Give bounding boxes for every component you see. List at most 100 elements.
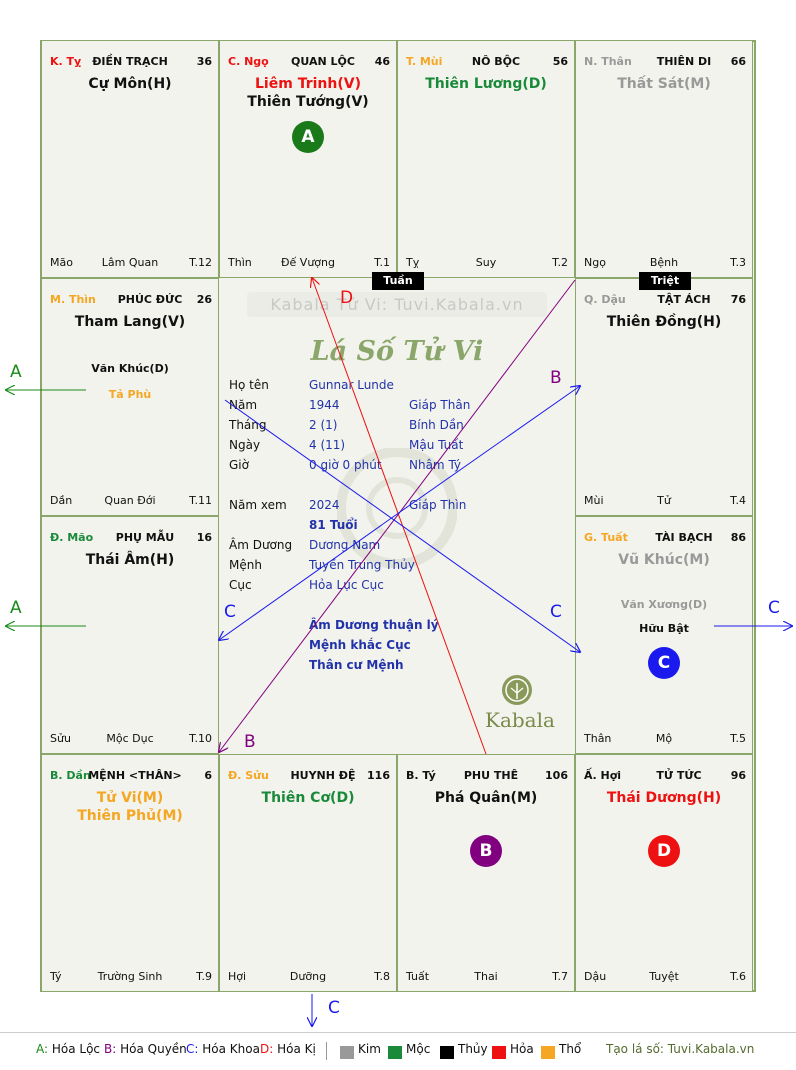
info-label: Giờ (229, 458, 249, 472)
tuan-tag: Tuần (372, 272, 424, 290)
legend-hoa-loc: A: Hóa Lộc (36, 1042, 100, 1056)
legend-hoa-ki: D: Hóa Kị (260, 1042, 316, 1056)
triet-tag: Triệt (639, 272, 691, 290)
chart-script-title: Lá Số Tử Vi (310, 336, 484, 367)
legend-key: A: (36, 1042, 49, 1056)
palace-branch: C. Ngọ (228, 55, 269, 68)
palace-no-boc[interactable]: T. Mùi NÔ BỘC 56 Thiên Lương(D) Tỵ Suy T… (397, 40, 575, 278)
palace-phu-mau[interactable]: Đ. Mão PHỤ MẪU 16 Thái Âm(H) Sửu Mộc Dục… (41, 516, 219, 754)
info-label: Ngày (229, 438, 261, 452)
legend-divider (0, 1032, 796, 1033)
hoa-quyen-label: B (244, 732, 256, 752)
legend-text: Hóa Lộc (51, 1042, 101, 1056)
palace-number: 66 (730, 55, 746, 68)
info-label: Mệnh (229, 558, 262, 572)
palace-month: T.12 (189, 256, 212, 269)
palace-number: 116 (367, 769, 390, 782)
info-canchi: Bính Dần (409, 418, 464, 432)
palace-quan-loc[interactable]: C. Ngọ QUAN LỘC 46 Liêm Trinh(V) Thiên T… (219, 40, 397, 278)
info-label: Tháng (229, 418, 267, 432)
hoa-khoa-label: C (768, 598, 780, 618)
palace-branch: M. Thìn (50, 293, 96, 306)
palace-earthly-branch: Mùi (584, 494, 604, 507)
palace-phuc-duc[interactable]: M. Thìn PHÚC ĐỨC 26 Tham Lang(V) Văn Khú… (41, 278, 219, 516)
site-watermark: Kabala Tử Vi: Tuvi.Kabala.vn (247, 292, 547, 317)
credit-link[interactable]: Tạo lá số: Tuvi.Kabala.vn (606, 1042, 755, 1056)
minor-star: Văn Xương(D) (620, 598, 708, 611)
palace-tat-ach[interactable]: Q. Dậu TẬT ÁCH 76 Thiên Đồng(H) Mùi Tử T… (575, 278, 753, 516)
hoa-quyen-label: B (550, 368, 562, 388)
palace-number: 16 (196, 531, 212, 544)
palace-name: TÀI BẠCH (655, 531, 713, 544)
info-row-month: Tháng 2 (1) Bính Dần (229, 418, 569, 438)
hoa-swatch-icon (492, 1046, 506, 1059)
palace-month: T.2 (552, 256, 568, 269)
legend-separator (326, 1042, 327, 1060)
palace-branch: G. Tuất (584, 531, 628, 544)
info-row-age: 81 Tuổi (229, 518, 569, 538)
info-row-year: Năm 1944 Giáp Thân (229, 398, 569, 418)
palace-month: T.10 (189, 732, 212, 745)
palace-dien-trach[interactable]: K. Tỵ ĐIỀN TRẠCH 36 Cự Môn(H) Mão Lâm Qu… (41, 40, 219, 278)
major-star: Thái Dương(H) (606, 790, 722, 806)
palace-earthly-branch: Tỵ (406, 256, 420, 269)
info-age: 81 Tuổi (309, 518, 358, 532)
info-label: Năm xem (229, 498, 287, 512)
palace-life-stage: Bệnh (649, 256, 679, 269)
info-value: Hỏa Lục Cục (309, 578, 384, 592)
major-star: Liêm Trinh(V) (255, 76, 361, 92)
palace-month: T.5 (730, 732, 746, 745)
palace-month: T.11 (189, 494, 212, 507)
palace-name: PHU THÊ (463, 769, 519, 782)
info-value: 2024 (309, 498, 340, 512)
info-value: Tuyền Trung Thủy (309, 558, 415, 572)
legend-key: B: (104, 1042, 117, 1056)
palace-phu-the[interactable]: B. Tý PHU THÊ 106 Phá Quân(M) B Tuất Tha… (397, 754, 575, 992)
legend-thuy: Thủy (458, 1042, 488, 1056)
palace-tu-tuc[interactable]: Ấ. Hợi TỬ TỨC 96 Thái Dương(H) D Dậu Tuy… (575, 754, 753, 992)
palace-number: 106 (545, 769, 568, 782)
legend-text: Hóa Kị (277, 1042, 316, 1056)
major-star: Vũ Khúc(M) (618, 552, 710, 568)
palace-month: T.6 (730, 970, 746, 983)
palace-life-stage: Tuyệt (649, 970, 679, 983)
palace-name: MỆNH <THÂN> (88, 769, 182, 782)
minor-star: Tả Phù (108, 388, 152, 401)
major-star: Thiên Tướng(V) (247, 94, 369, 110)
palace-life-stage: Tử (657, 494, 671, 507)
palace-earthly-branch: Dần (50, 494, 73, 507)
note-line: Mệnh khắc Cục (309, 638, 411, 652)
legend-kim: Kim (358, 1042, 381, 1056)
hoa-quyen-badge: B (470, 835, 502, 867)
palace-life-stage: Thai (474, 970, 498, 983)
palace-branch: B. Dần (50, 769, 91, 782)
palace-number: 76 (730, 293, 746, 306)
info-value: 0 giờ 0 phút (309, 458, 382, 472)
palace-life-stage: Mộ (655, 732, 673, 745)
legend-tho: Thổ (559, 1042, 582, 1056)
palace-tai-bach[interactable]: G. Tuất TÀI BẠCH 86 Vũ Khúc(M) Văn Xương… (575, 516, 753, 754)
palace-menh[interactable]: B. Dần MỆNH <THÂN> 6 Tử Vi(M) Thiên Phủ(… (41, 754, 219, 992)
palace-name: ĐIỀN TRẠCH (92, 55, 168, 68)
palace-huynh-de[interactable]: Đ. Sửu HUYNH ĐỆ 116 Thiên Cơ(D) Hợi Dưỡn… (219, 754, 397, 992)
info-label: Họ tên (229, 378, 269, 392)
palace-life-stage: Mộc Dục (106, 732, 154, 745)
major-star: Tham Lang(V) (74, 314, 186, 330)
palace-earthly-branch: Ngọ (584, 256, 606, 269)
palace-month: T.8 (374, 970, 390, 983)
info-row-view-year: Năm xem 2024 Giáp Thìn (229, 498, 569, 518)
hoa-khoa-badge: C (648, 647, 680, 679)
palace-month: T.4 (730, 494, 746, 507)
palace-earthly-branch: Sửu (50, 732, 71, 745)
major-star: Thái Âm(H) (85, 552, 175, 568)
legend-key: D: (260, 1042, 274, 1056)
palace-thien-di[interactable]: N. Thân THIÊN DI 66 Thất Sát(M) Ngọ Bệnh… (575, 40, 753, 278)
palace-branch: N. Thân (584, 55, 632, 68)
major-star: Thiên Phủ(M) (77, 808, 183, 824)
legend-moc: Mộc (406, 1042, 431, 1056)
palace-name: PHÚC ĐỨC (117, 293, 183, 306)
palace-life-stage: Lâm Quan (101, 256, 159, 269)
palace-name: QUAN LỘC (291, 55, 355, 68)
palace-name: TẬT ÁCH (657, 293, 711, 306)
palace-life-stage: Dưỡng (289, 970, 327, 983)
